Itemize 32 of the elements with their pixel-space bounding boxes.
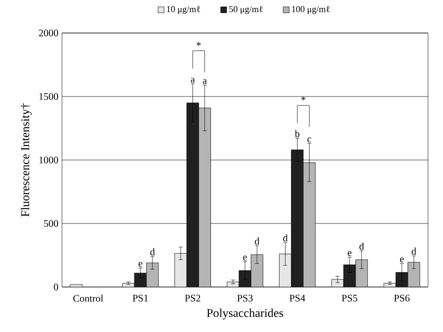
data-label: e <box>348 251 352 256</box>
data-label: b <box>294 130 300 138</box>
data-label: e <box>243 256 247 260</box>
annotation: * <box>196 42 201 46</box>
data-label: d <box>412 248 416 255</box>
y-axis-title: Fluorescence Intensity† <box>20 103 32 217</box>
legend-label: 10 μg/mℓ <box>167 6 200 14</box>
legend-label: 50 μg/mℓ <box>229 6 263 14</box>
data-label: e <box>400 258 404 262</box>
data-label: c <box>307 137 312 142</box>
data-label: d <box>359 242 364 250</box>
x-tick-label: Control <box>73 294 104 302</box>
x-tick-label: PS1 <box>132 294 148 302</box>
x-tick-label: PS3 <box>237 294 253 302</box>
annotation: * <box>301 96 306 100</box>
data-label: a <box>202 79 207 84</box>
data-label: e <box>138 262 142 267</box>
x-tick-label: PS2 <box>184 294 200 302</box>
y-tick-label: 2000 <box>38 30 58 36</box>
y-tick-label: 1500 <box>39 93 58 100</box>
x-tick-label: PS6 <box>394 294 410 302</box>
x-tick-label: PS5 <box>342 294 358 302</box>
data-label: d <box>150 248 155 256</box>
data-label: d <box>283 234 288 242</box>
data-label: a <box>190 78 195 83</box>
x-tick-label: PS4 <box>290 294 306 302</box>
y-tick-label: 1000 <box>39 156 58 164</box>
x-axis-title: Polysaccharides <box>206 308 284 320</box>
legend-label: 100 μg/mℓ <box>292 6 330 14</box>
y-tick-label: 500 <box>44 220 58 227</box>
data-label: d <box>254 238 260 245</box>
y-tick-label: 0 <box>54 284 58 290</box>
